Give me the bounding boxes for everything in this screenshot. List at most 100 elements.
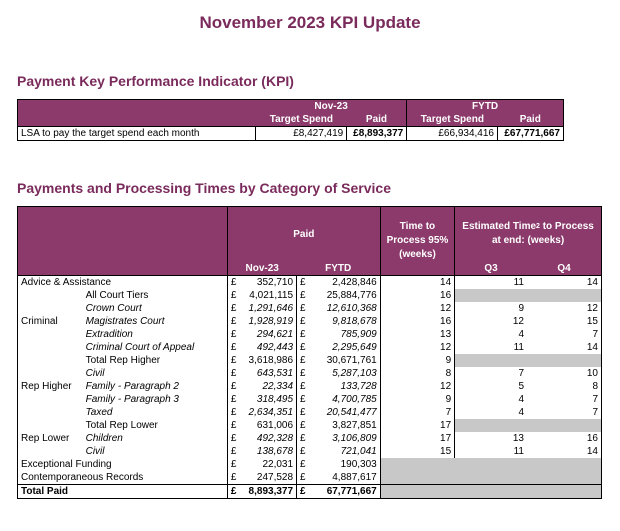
empty-gray-cell [454,419,602,432]
cell-nov-paid: 4,021,115 [239,289,298,302]
header-fytd: FYTD [296,261,381,276]
cell-nov-paid: 1,928,919 [239,315,298,328]
cell-time-to-process: 17 [380,432,456,445]
cell-fytd-paid: 9,818,678 [308,315,381,328]
currency-symbol: £ [300,303,306,314]
header-q4: Q4 [527,261,602,276]
kpi-corner-cell [17,99,256,113]
row-sub-label: Crown Court [82,302,228,315]
kpi-period-header-row: Nov-23 FYTD [17,99,564,113]
category-subheader-row: Nov-23 FYTD Q3 Q4 [18,261,602,276]
table-row: Taxed £2,634,351 £20,541,477 7 4 7 [18,406,602,419]
row-sub-label: Total Rep Higher [82,354,228,367]
table-row: Extradition £294,621 £785,909 13 4 7 [18,328,602,341]
table-row: Criminal Court of Appeal £492,443 £2,295,6… [18,341,602,354]
cell-time-to-process: 12 [380,380,456,393]
currency-symbol: £ [230,342,237,353]
cell-q3: 5 [518,381,524,392]
currency-symbol: £ [300,472,306,483]
cell-q3: 7 [518,368,524,379]
header-estimated-text-end: to Process at end: (weeks) [491,221,594,246]
row-group-label [18,419,83,432]
table-row: Rep Lower Children £492,328 £3,106,809 17 13 1… [18,432,602,445]
cell-fytd-paid: 785,909 [308,328,381,341]
currency-symbol: £ [300,394,306,405]
table-row: Crown Court £1,291,646 £12,610,368 12 9 12 [18,302,602,315]
empty-gray-cell [380,471,602,485]
cell-time-to-process: 12 [380,341,456,354]
row-sub-label: Total Rep Lower [82,419,228,432]
currency-symbol: £ [230,394,237,405]
row-group-label: Contemporaneous Records [17,471,228,485]
row-group-label [18,328,83,341]
cell-q3: 13 [512,433,524,444]
cell-q3: 4 [518,407,524,418]
kpi-nov-target: £8,427,419 [255,126,347,141]
header-nov: Nov-23 [227,261,297,276]
kpi-col-paid-fytd: Paid [497,113,564,127]
kpi-column-header-row: Target Spend Paid Target Spend Paid [17,113,564,127]
currency-symbol: £ [300,355,306,366]
row-sub-label: Taxed [82,406,228,419]
cell-q4: 10 [586,368,598,379]
cell-nov-paid: 643,531 [239,367,298,380]
cell-q4: 7 [592,329,598,340]
currency-symbol: £ [300,420,306,431]
cell-time-to-process: 17 [380,419,456,432]
cell-time-to-process: 16 [380,289,456,302]
category-corner-cell [17,206,228,276]
cell-q3: 11 [513,446,524,457]
cell-nov-paid: 3,618,986 [239,354,298,367]
currency-symbol: £ [230,420,237,431]
empty-gray-cell [454,354,602,367]
table-row: Rep Higher Family - Paragraph 2 £22,334 £13… [18,380,602,393]
cell-time-to-process: 8 [380,367,456,380]
row-group-label: Total Paid [17,484,228,499]
currency-symbol: £ [300,368,306,379]
currency-symbol: £ [300,329,306,340]
cell-fytd-paid: 25,884,776 [308,289,381,302]
kpi-data-row: LSA to pay the target spend each month £… [17,126,564,141]
kpi-period-nov: Nov-23 [255,99,407,113]
currency-symbol: £ [300,446,306,457]
header-paid: Paid [227,206,381,261]
cell-q4: 14 [586,446,598,457]
cell-fytd-paid: 5,287,103 [308,367,381,380]
kpi-row-label: LSA to pay the target spend each month [17,126,256,141]
kpi-col-paid-nov: Paid [346,113,407,127]
table-row: Exceptional Funding £22,031 £190,303 [17,458,602,471]
header-time-to-process: Time to Process 95% (weeks) [380,206,456,276]
cell-time-to-process: 12 [380,302,456,315]
row-sub-label: Criminal Court of Appeal [82,341,228,354]
cell-fytd-paid: 67,771,667 [308,484,381,499]
cell-time-to-process: 9 [380,393,456,406]
cell-fytd-paid: 3,827,851 [308,419,381,432]
currency-symbol: £ [230,433,237,444]
cell-fytd-paid: 190,303 [308,458,381,471]
header-estimated-text: Estimated Time [462,221,537,232]
table-row: All Court Tiers £4,021,115 £25,884,776 16 [18,289,602,302]
currency-symbol: £ [227,484,240,499]
cell-fytd-paid: 30,671,761 [308,354,381,367]
cell-nov-paid: 2,634,351 [239,406,298,419]
cell-q4: 14 [586,342,598,353]
cell-q4: 7 [592,407,598,418]
currency-symbol: £ [230,290,237,301]
row-group-label [18,289,83,302]
cell-nov-paid: 138,678 [239,445,298,458]
currency-symbol: £ [230,329,237,340]
table-row: Total Rep Higher £3,618,986 £30,671,761 9 [18,354,602,367]
row-group-label [18,354,83,367]
kpi-table: Nov-23 FYTD Target Spend Paid Target Spe… [17,99,564,141]
cell-time-to-process: 9 [380,354,456,367]
empty-gray-cell [454,289,602,302]
page-title: November 2023 KPI Update [199,13,421,32]
cell-nov-paid: 318,495 [239,393,298,406]
kpi-section-title: Payment Key Performance Indicator (KPI) [17,73,294,89]
currency-symbol: £ [300,342,306,353]
cell-fytd-paid: 133,728 [308,380,381,393]
kpi-period-fytd: FYTD [406,99,564,113]
cell-time-to-process: 13 [380,328,456,341]
table-row: Family - Paragraph 3 £318,495 £4,700,785 9 4… [18,393,602,406]
cell-q4: 12 [586,303,598,314]
